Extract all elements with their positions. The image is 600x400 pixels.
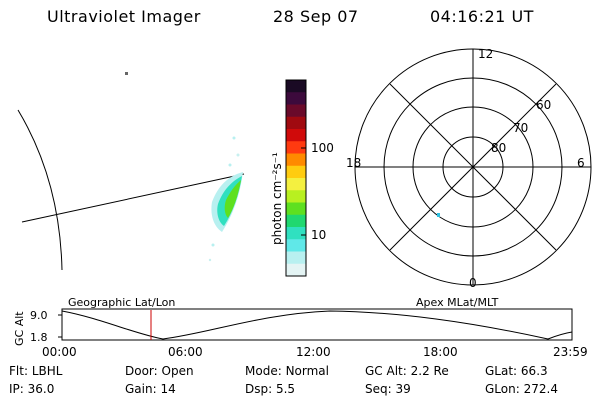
- noise-pixel: [125, 72, 128, 75]
- track-xtick-2359: 23:59: [553, 345, 588, 359]
- colorbar-band: [286, 141, 306, 154]
- track-xtick-0600: 06:00: [168, 345, 203, 359]
- info-glon: GLon: 272.4: [485, 382, 558, 396]
- info-mode: Mode: Normal: [245, 364, 329, 378]
- track-xtick-1200: 12:00: [296, 345, 331, 359]
- track-panel: [58, 308, 573, 341]
- colorbar-band: [286, 190, 306, 203]
- colorbar-band: [286, 239, 306, 252]
- lat-label-80: 80: [491, 141, 507, 155]
- info-gain: Gain: 14: [125, 382, 176, 396]
- colorbar-band: [286, 165, 306, 179]
- track-ytick-low: 1.8: [30, 331, 48, 344]
- geographic-image-panel: [17, 72, 245, 271]
- info-seq: Seq: 39: [365, 382, 411, 396]
- altitude-curve: [61, 310, 573, 340]
- colorbar-label-100: 100: [311, 141, 334, 155]
- colorbar-band: [286, 104, 306, 118]
- lat-label-60: 60: [536, 98, 552, 112]
- track-ytick-high: 9.0: [30, 309, 48, 322]
- colorbar-band: [286, 116, 306, 130]
- track-y-axis-label: GC Alt: [13, 311, 26, 346]
- polar-diag-2: [389, 83, 557, 251]
- colorbar-band: [286, 129, 306, 142]
- colorbar-frame: [285, 79, 307, 277]
- info-ip: IP: 36.0: [9, 382, 55, 396]
- mlt-label-6: 6: [577, 156, 585, 170]
- polar-aurora-pixel: [437, 213, 440, 217]
- colorbar-band: [286, 251, 306, 265]
- limb-arc: [17, 109, 63, 271]
- track-right-title: Apex MLat/MLT: [416, 296, 499, 309]
- info-gc-alt: GC Alt: 2.2 Re: [365, 364, 449, 378]
- instrument-title: Ultraviolet Imager: [47, 7, 201, 26]
- image-date: 28 Sep 07: [273, 7, 359, 26]
- aurora-band-inner: [224, 180, 241, 218]
- colorbar-unit-label: photon cm⁻²s⁻¹: [270, 152, 284, 245]
- colorbar-band: [286, 263, 306, 277]
- colorbar-band: [286, 202, 306, 216]
- info-glat: GLat: 66.3: [485, 364, 548, 378]
- track-xtick-0000: 00:00: [42, 345, 77, 359]
- info-dsp: Dsp: 5.5: [245, 382, 296, 396]
- colorbar-band: [286, 214, 306, 228]
- colorbar-label-10: 10: [311, 228, 327, 242]
- info-door: Door: Open: [125, 364, 194, 378]
- colorbar-band: [286, 92, 306, 105]
- colorbar: [286, 80, 306, 277]
- colorbar-band: [286, 80, 306, 93]
- colorbar-band: [286, 178, 306, 191]
- info-flt: Flt: LBHL: [9, 364, 63, 378]
- colorbar-band: [286, 153, 306, 167]
- meridian-line: [21, 173, 245, 223]
- mlt-label-12: 12: [478, 47, 494, 61]
- mlt-label-0: 0: [469, 276, 477, 290]
- lat-label-70: 70: [513, 121, 529, 135]
- track-left-title: Geographic Lat/Lon: [68, 296, 176, 309]
- track-frame: [61, 308, 573, 341]
- mlt-label-18: 18: [346, 156, 362, 170]
- polar-plot: [354, 48, 592, 286]
- image-time: 04:16:21 UT: [430, 7, 534, 26]
- colorbar-band: [286, 227, 306, 240]
- track-xtick-1800: 18:00: [423, 345, 458, 359]
